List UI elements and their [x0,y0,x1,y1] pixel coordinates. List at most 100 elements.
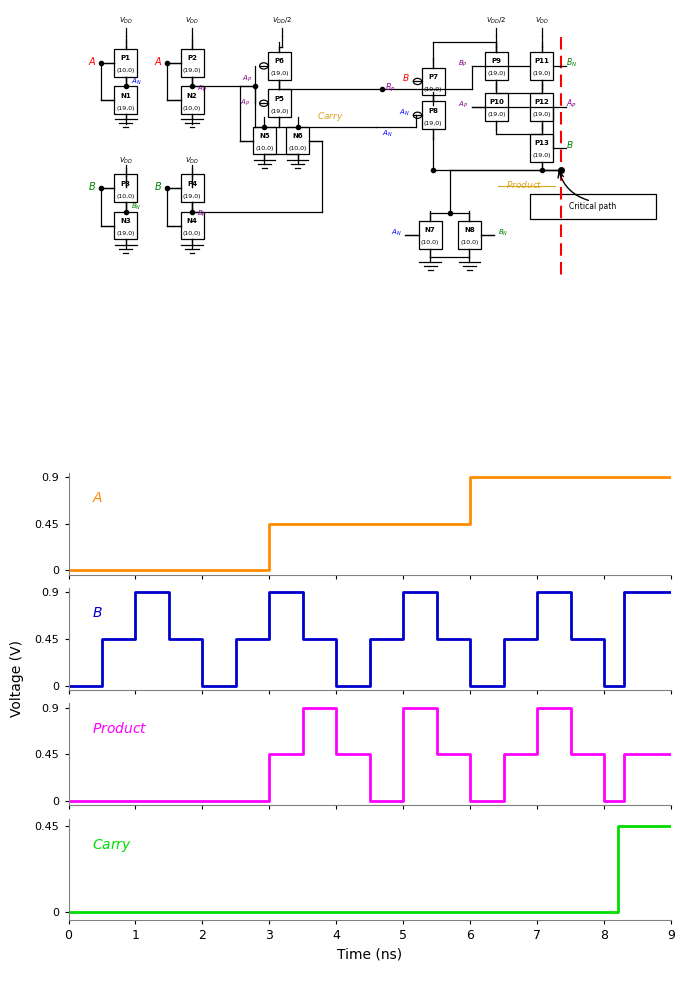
Text: P1: P1 [121,55,131,61]
Text: N5: N5 [259,133,270,139]
Text: $V_{DD}/2$: $V_{DD}/2$ [273,16,292,27]
Text: $B_P$: $B_P$ [385,81,395,93]
Text: $V_{DD}$: $V_{DD}$ [185,16,199,27]
Bar [181,212,203,239]
Bar [114,174,137,202]
Bar [286,127,309,154]
Text: $A$: $A$ [92,491,103,505]
Text: P9: P9 [492,58,501,65]
Text: $V_{DD}$: $V_{DD}$ [535,16,549,27]
Text: $B$: $B$ [154,180,162,192]
Text: P10: P10 [489,99,504,105]
Text: P3: P3 [121,181,131,187]
Bar [181,49,203,77]
Bar [114,212,137,239]
Text: (19,0): (19,0) [116,105,135,110]
Text: (19,0): (19,0) [183,68,201,73]
Text: $Product$: $Product$ [92,720,147,736]
Bar [530,93,553,121]
Text: Critical path: Critical path [569,202,616,211]
Text: (19,0): (19,0) [116,231,135,236]
Text: $Carry$: $Carry$ [92,836,132,854]
Bar [458,221,481,249]
Bar [268,90,291,117]
Text: P7: P7 [428,74,438,80]
Text: (10,0): (10,0) [116,68,135,73]
Text: (10,0): (10,0) [183,105,201,110]
Text: $B_N$: $B_N$ [498,227,508,238]
Bar [419,221,442,249]
Text: P4: P4 [187,181,197,187]
Text: N3: N3 [121,218,131,224]
X-axis label: Time (ns): Time (ns) [337,948,403,961]
Bar [530,52,553,80]
Text: $A$: $A$ [154,54,162,67]
Text: $A_N$: $A_N$ [391,227,402,238]
Bar [181,174,203,202]
Text: N1: N1 [121,92,131,98]
Text: P13: P13 [534,141,549,147]
Text: $A_P$: $A_P$ [240,98,251,108]
Text: P6: P6 [275,58,284,65]
Text: P12: P12 [534,99,549,105]
Text: $A_P$: $A_P$ [242,74,252,84]
Text: N8: N8 [464,227,475,233]
Bar [114,87,137,114]
Text: (19,0): (19,0) [183,194,201,199]
Text: N2: N2 [187,92,197,98]
Text: (19,0): (19,0) [487,72,506,77]
Text: $B$: $B$ [402,73,410,84]
Text: N6: N6 [292,133,303,139]
Text: Voltage (V): Voltage (V) [10,641,24,717]
Text: $A$: $A$ [88,54,96,67]
Text: $B$: $B$ [566,139,573,150]
Text: (10,0): (10,0) [288,147,307,152]
Text: $\mathit{Product}$: $\mathit{Product}$ [506,179,543,190]
Bar [181,87,203,114]
Text: $Carry$: $Carry$ [317,110,344,123]
Bar [422,68,445,95]
Bar [114,49,137,77]
Text: (10,0): (10,0) [421,240,439,245]
Text: $B$: $B$ [92,606,103,620]
Text: N7: N7 [425,227,436,233]
Text: N4: N4 [186,218,197,224]
Text: $A_N$: $A_N$ [131,77,141,87]
Text: $V_{DD}$: $V_{DD}$ [119,16,133,27]
Text: (10,0): (10,0) [256,147,273,152]
Text: (10,0): (10,0) [460,240,479,245]
Text: $B_N$: $B_N$ [566,56,577,69]
Text: $A_P$: $A_P$ [197,84,207,93]
Text: (19,0): (19,0) [532,72,551,77]
Text: P11: P11 [534,58,549,65]
Text: (10,0): (10,0) [183,231,201,236]
Text: $A_P$: $A_P$ [458,99,468,109]
Text: $A_P$: $A_P$ [566,97,577,109]
Text: P5: P5 [275,95,284,101]
Text: $B$: $B$ [88,180,96,192]
Text: (19,0): (19,0) [487,112,506,117]
Text: $V_{DD}$: $V_{DD}$ [119,156,133,166]
Text: (19,0): (19,0) [424,87,443,92]
Text: $B_P$: $B_P$ [197,209,207,219]
Text: (19,0): (19,0) [270,109,289,114]
Bar [530,134,553,161]
Bar [253,127,276,154]
Bar [485,52,508,80]
Text: (10,0): (10,0) [116,194,135,199]
Text: P8: P8 [428,108,438,114]
Text: $V_{DD}$: $V_{DD}$ [185,156,199,166]
Text: (19,0): (19,0) [270,72,289,77]
Text: $A_N$: $A_N$ [399,108,410,118]
Bar [485,93,508,121]
Text: $B_N$: $B_N$ [131,203,141,213]
Text: (19,0): (19,0) [424,121,443,126]
Text: P2: P2 [187,55,197,61]
Bar [268,52,291,80]
Text: $B_P$: $B_P$ [458,59,468,69]
Text: (19,0): (19,0) [532,154,551,158]
Text: $A_N$: $A_N$ [382,129,393,140]
Text: $V_{DD}/2$: $V_{DD}/2$ [486,16,507,27]
Text: (19,0): (19,0) [532,112,551,117]
Bar [422,101,445,129]
